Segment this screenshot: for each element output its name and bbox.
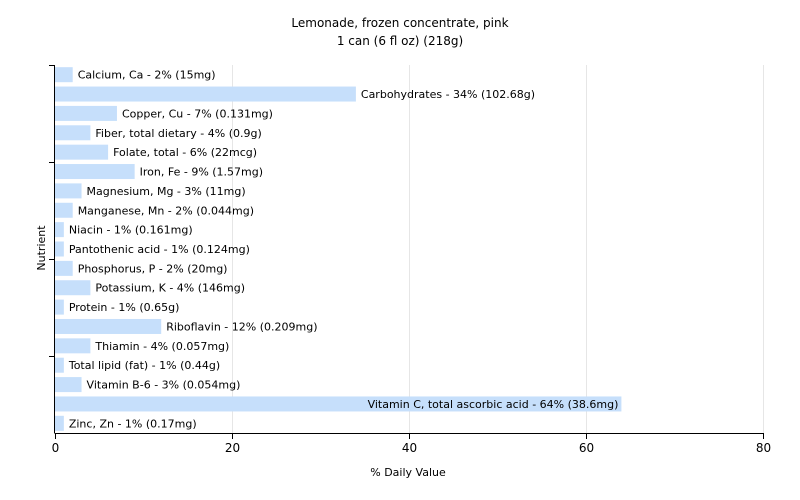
bar-label: Total lipid (fat) - 1% (0.44g) bbox=[68, 359, 220, 372]
bars: Calcium, Ca - 2% (15mg) Carbohydrates - 3… bbox=[55, 67, 622, 431]
bar-label: Magnesium, Mg - 3% (11mg) bbox=[87, 185, 246, 198]
bar bbox=[55, 377, 82, 393]
bar-label: Thiamin - 4% (0.057mg) bbox=[94, 340, 229, 353]
bar bbox=[55, 280, 91, 296]
bar bbox=[55, 86, 356, 102]
bar-label: Phosphorus, P - 2% (20mg) bbox=[78, 262, 228, 275]
bar bbox=[55, 318, 162, 334]
bar-label: Folate, total - 6% (22mcg) bbox=[113, 146, 257, 159]
bar-label: Carbohydrates - 34% (102.68g) bbox=[361, 88, 535, 101]
bar-label: Calcium, Ca - 2% (15mg) bbox=[78, 69, 216, 82]
bar-label: Copper, Cu - 7% (0.131mg) bbox=[122, 107, 273, 120]
chart-title: Lemonade, frozen concentrate, pink bbox=[291, 16, 508, 30]
bar-label: Zinc, Zn - 1% (0.17mg) bbox=[69, 417, 197, 430]
bar-label: Protein - 1% (0.65g) bbox=[69, 301, 180, 314]
x-tick-label: 80 bbox=[756, 441, 771, 455]
bar-label: Iron, Fe - 9% (1.57mg) bbox=[140, 166, 263, 179]
y-axis-label: Nutrient bbox=[35, 225, 48, 271]
bar bbox=[55, 202, 73, 218]
bar bbox=[55, 415, 64, 431]
x-axis-label: % Daily Value bbox=[370, 466, 446, 479]
bar bbox=[55, 357, 64, 373]
bar bbox=[55, 144, 109, 160]
bar-label: Pantothenic acid - 1% (0.124mg) bbox=[69, 243, 250, 256]
bar bbox=[55, 260, 73, 276]
bar bbox=[55, 125, 91, 141]
bar-label: Riboflavin - 12% (0.209mg) bbox=[166, 320, 317, 333]
x-tick-label: 40 bbox=[402, 441, 417, 455]
bar-label: Fiber, total dietary - 4% (0.9g) bbox=[95, 127, 261, 140]
x-tick-label: 20 bbox=[225, 441, 240, 455]
bar-label: Manganese, Mn - 2% (0.044mg) bbox=[78, 204, 254, 217]
bar bbox=[55, 222, 64, 238]
chart-subtitle: 1 can (6 fl oz) (218g) bbox=[337, 34, 463, 48]
axes bbox=[49, 65, 764, 439]
x-tick-labels: 0 20 40 60 80 bbox=[52, 441, 771, 455]
x-tick-label: 60 bbox=[579, 441, 594, 455]
bar-label: Potassium, K - 4% (146mg) bbox=[95, 282, 245, 295]
grid-lines bbox=[232, 65, 764, 433]
bar bbox=[55, 241, 64, 257]
x-tick-label: 0 bbox=[52, 441, 60, 455]
bar bbox=[55, 105, 117, 121]
bar-label: Niacin - 1% (0.161mg) bbox=[69, 224, 193, 237]
bar bbox=[55, 396, 622, 412]
bar bbox=[55, 164, 135, 180]
bar bbox=[55, 183, 82, 199]
bar bbox=[55, 338, 91, 354]
bar bbox=[55, 299, 64, 315]
bar bbox=[55, 67, 73, 83]
bar-label: Vitamin C, total ascorbic acid - 64% (38… bbox=[368, 398, 619, 411]
bar-label: Vitamin B-6 - 3% (0.054mg) bbox=[87, 379, 241, 392]
